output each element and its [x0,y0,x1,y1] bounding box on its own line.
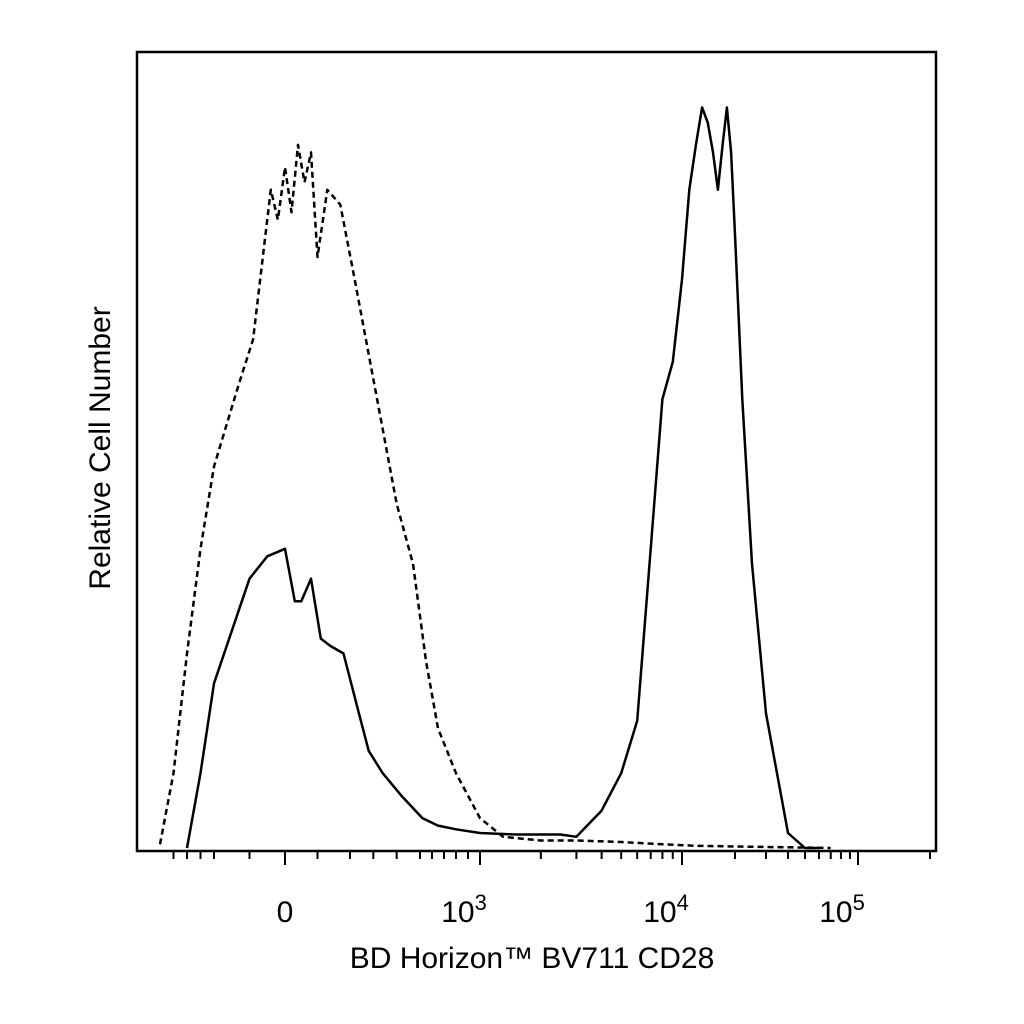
x-tick-label: 103 [441,890,487,929]
x-tick-label: 105 [819,890,865,929]
solid-histogram-line [185,106,819,850]
series-layer [158,106,831,850]
plot-frame [135,50,938,853]
x-axis-title: BD Horizon™ BV711 CD28 [350,942,715,975]
x-axis-ticks [172,851,931,865]
x-axis-tick-labels: 0 103 104 105 [277,890,865,929]
y-axis-title: Relative Cell Number [84,306,117,589]
x-tick-label: 0 [277,896,294,929]
dashed-histogram-line [158,143,831,850]
x-tick-label: 104 [643,890,689,929]
